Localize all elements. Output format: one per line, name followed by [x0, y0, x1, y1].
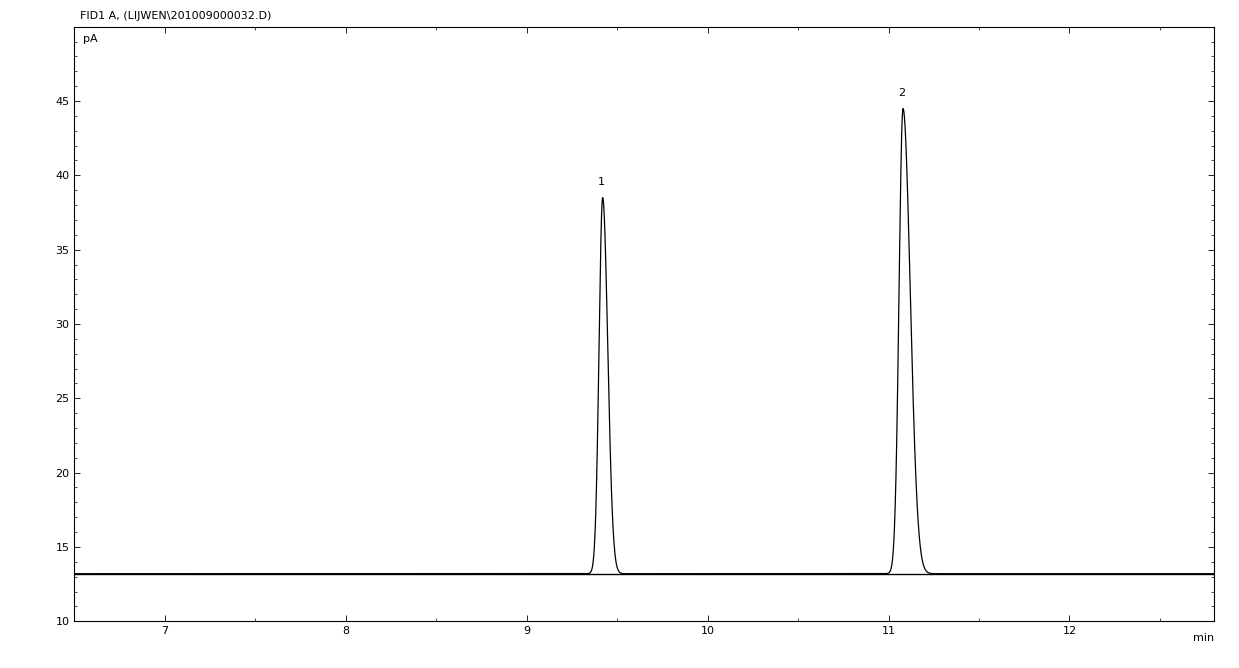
Text: 1: 1: [597, 177, 605, 187]
Text: FID1 A, (LIJWEN\201009000032.D): FID1 A, (LIJWEN\201009000032.D): [81, 11, 271, 21]
Text: pA: pA: [83, 34, 98, 44]
Text: 2: 2: [897, 88, 904, 98]
Text: min: min: [1193, 633, 1214, 643]
